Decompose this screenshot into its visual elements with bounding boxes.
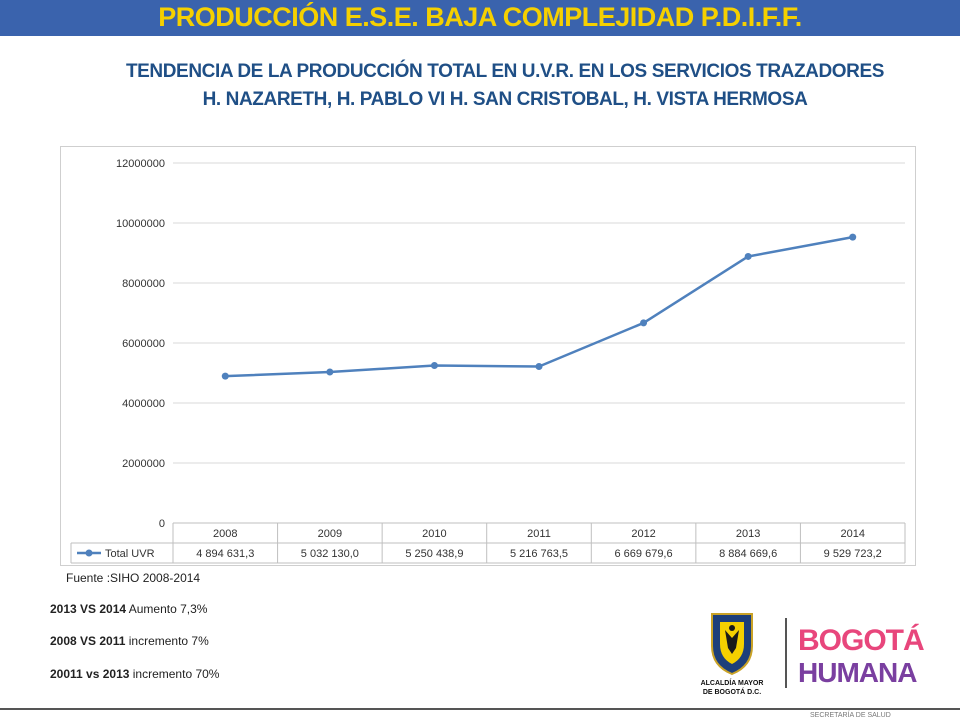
y-tick-label: 6000000 (122, 338, 165, 350)
data-table-value: 6 669 679,6 (615, 548, 673, 560)
y-tick-label: 0 (159, 518, 165, 530)
comparison-period: 20011 vs 2013 (50, 667, 130, 681)
x-tick-label: 2008 (213, 528, 237, 540)
legend-label: Total UVR (105, 548, 155, 560)
comparison-period: 2013 VS 2014 (50, 602, 127, 616)
comparison-text: incremento 7% (125, 634, 209, 648)
y-tick-label: 4000000 (122, 398, 165, 410)
humana-logo-word: HUMANA (798, 657, 917, 688)
chart-container: 0 2000000 4000000 6000000 8000000 10000000 120… (60, 146, 916, 566)
data-table-value: 5 032 130,0 (301, 548, 359, 560)
series-line (225, 235, 853, 378)
x-tick-label: 2012 (631, 528, 655, 540)
alcaldia-line1: ALCALDÍA MAYOR (701, 678, 764, 687)
data-table-value: 9 529 723,2 (824, 548, 882, 560)
data-table-value: 5 216 763,5 (510, 548, 568, 560)
data-point (430, 361, 438, 369)
data-point (221, 372, 229, 380)
data-point (326, 368, 334, 376)
bogota-logo-word: BOGOTÁ (798, 623, 924, 657)
title-bar (0, 0, 960, 36)
legend-marker (85, 549, 93, 557)
comparison-note: 2008 VS 2011 incremento 7% (50, 634, 209, 648)
comparison-note: 20011 vs 2013 incremento 70% (50, 667, 219, 681)
y-tick-label: 10000000 (116, 218, 165, 230)
y-tick-label: 8000000 (122, 278, 165, 290)
comparison-text: incremento 70% (129, 667, 220, 681)
y-tick-label: 12000000 (116, 158, 165, 170)
source-note: Fuente :SIHO 2008-2014 (66, 571, 201, 585)
data-table-value: 4 894 631,3 (196, 548, 254, 560)
y-tick-label: 2000000 (122, 458, 165, 470)
data-table-value: 8 884 669,6 (719, 548, 777, 560)
comparison-note: 2013 VS 2014 Aumento 7,3% (50, 602, 207, 616)
page-title: PRODUCCIÓN E.S.E. BAJA COMPLEJIDAD P.D.I… (158, 2, 802, 32)
secretaria-label: SECRETARÍA DE SALUD (810, 712, 891, 719)
comparison-period: 2008 VS 2011 (50, 634, 126, 648)
data-point (535, 362, 543, 370)
comparison-text: Aumento 7,3% (126, 602, 208, 616)
footer-divider (0, 708, 960, 710)
data-point (640, 319, 648, 327)
x-tick-label: 2010 (422, 528, 446, 540)
data-point (849, 233, 857, 241)
line-chart: 0 2000000 4000000 6000000 8000000 10000000 120… (70, 158, 906, 564)
alcaldia-line2: DE BOGOTÁ D.C. (703, 687, 761, 696)
chart-subtitle: TENDENCIA DE LA PRODUCCIÓN TOTAL EN U.V.… (125, 61, 885, 110)
x-tick-label: 2009 (318, 528, 342, 540)
data-point (744, 252, 752, 260)
x-tick-label: 2013 (736, 528, 760, 540)
data-table-value: 5 250 438,9 (405, 548, 463, 560)
x-tick-label: 2014 (840, 528, 864, 540)
coat-of-arms-icon (711, 613, 753, 676)
logo-area: ALCALDÍA MAYOR DE BOGOTÁ D.C. BOGOTÁ HUM… (690, 608, 930, 698)
x-tick-label: 2011 (527, 528, 551, 540)
